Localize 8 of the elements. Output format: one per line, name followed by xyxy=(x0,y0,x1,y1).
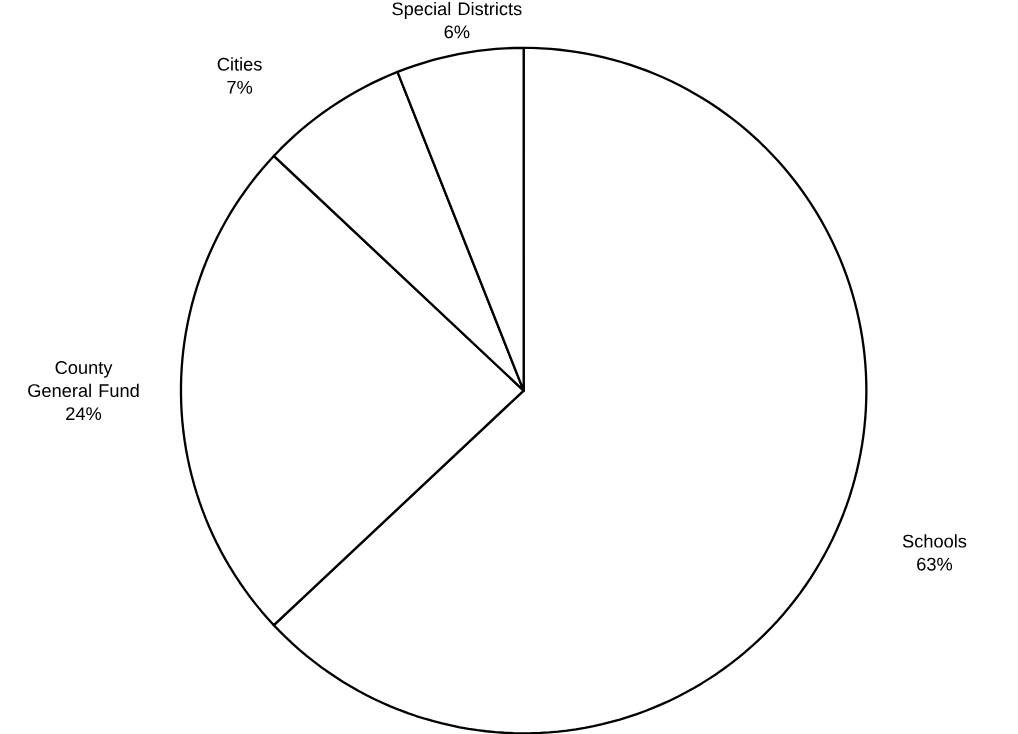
data-label: 7% xyxy=(227,80,253,94)
slice-label: County General Fund xyxy=(28,360,139,397)
data-label: 6% xyxy=(444,25,470,39)
data-label: 24% xyxy=(66,406,102,420)
slice-label: Special Districts xyxy=(392,1,522,19)
slice-label: Cities xyxy=(217,57,262,71)
slice-label: Schools xyxy=(902,534,967,548)
data-label: 63% xyxy=(917,557,953,571)
